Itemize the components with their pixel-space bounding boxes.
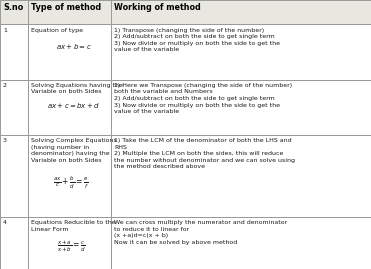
Bar	[111, 0, 371, 24]
Bar	[0, 24, 28, 80]
Text: 3: 3	[3, 138, 7, 143]
Bar	[28, 0, 111, 24]
Bar	[111, 217, 371, 269]
Bar	[0, 217, 28, 269]
Text: 1) Here we Transpose (changing the side of the number)
both the variable and Num: 1) Here we Transpose (changing the side …	[114, 83, 292, 114]
Text: $ax + b = c$: $ax + b = c$	[56, 43, 92, 51]
Text: Working of method: Working of method	[114, 3, 201, 12]
Text: 2: 2	[3, 83, 7, 88]
Text: 1) Take the LCM of the denominator of both the LHS and
RHS
2) Multiple the LCM o: 1) Take the LCM of the denominator of bo…	[114, 138, 295, 169]
Bar	[0, 135, 28, 217]
Text: $\frac{ax}{c} + \frac{b}{d} = \frac{e}{f}$: $\frac{ax}{c} + \frac{b}{d} = \frac{e}{f…	[53, 174, 89, 190]
Bar	[28, 80, 111, 135]
Text: 1: 1	[3, 28, 7, 33]
Text: We can cross multiply the numerator and denominator
to reduce it to linear for
(: We can cross multiply the numerator and …	[114, 220, 288, 245]
Bar	[28, 24, 111, 80]
Text: Equations Reducible to the
Linear Form: Equations Reducible to the Linear Form	[31, 220, 115, 232]
Bar	[28, 217, 111, 269]
Bar	[111, 80, 371, 135]
Text: $ax + c = bx + d$: $ax + c = bx + d$	[47, 101, 100, 110]
Text: Type of method: Type of method	[31, 3, 101, 12]
Bar	[0, 80, 28, 135]
Text: S.no: S.no	[3, 3, 23, 12]
Bar	[0, 0, 28, 24]
Bar	[28, 135, 111, 217]
Text: 4: 4	[3, 220, 7, 225]
Text: Equation of type: Equation of type	[31, 28, 83, 33]
Text: Solving Complex Equations
(having number in
denominator) having the
Variable on : Solving Complex Equations (having number…	[31, 138, 116, 163]
Text: 1) Transpose (changing the side of the number)
2) Add/subtract on both the side : 1) Transpose (changing the side of the n…	[114, 28, 280, 52]
Bar	[111, 135, 371, 217]
Text: $\frac{x + a}{x + b} = \frac{c}{d}$: $\frac{x + a}{x + b} = \frac{c}{d}$	[57, 238, 86, 254]
Text: Solving Equations having the
Variable on both Sides: Solving Equations having the Variable on…	[31, 83, 123, 94]
Bar	[111, 24, 371, 80]
